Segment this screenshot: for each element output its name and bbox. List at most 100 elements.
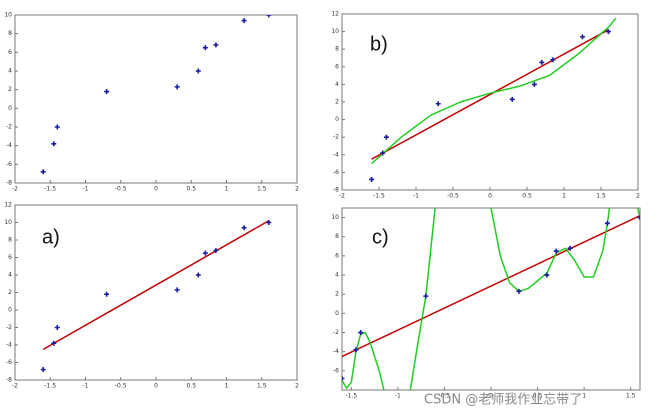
data-point: [40, 367, 46, 372]
plot-frame: [14, 14, 298, 184]
y-tick-label: 0: [335, 310, 339, 317]
panel: -1.5 -1 -0.5 0 0.5 1 1.5 -6 -4 -2 0 2 4 6 8 10 c): [331, 207, 641, 400]
y-tick-label: 6: [8, 49, 12, 56]
x-tick-label: 1.5: [257, 383, 267, 390]
data-point: [531, 81, 537, 87]
data-point: [380, 150, 386, 156]
data-point: [358, 330, 364, 336]
y-tick-label: 0: [8, 105, 12, 112]
fit-line: [42, 220, 270, 351]
fit-line: [342, 208, 640, 390]
x-tick-label: 2: [295, 383, 299, 390]
data-point: [54, 325, 60, 330]
x-tick-label: -1: [83, 186, 89, 193]
plot-area: [40, 15, 272, 175]
y-tick-label: -2: [6, 124, 12, 131]
data-point: [213, 42, 219, 48]
y-tick-label: 10: [4, 219, 12, 226]
plot-frame: [14, 204, 298, 381]
y-tick-label: 0: [8, 307, 12, 314]
data-point: [353, 347, 359, 353]
plot-area: [369, 17, 617, 182]
x-tick-label: -1: [83, 383, 89, 390]
plot-frame: [341, 13, 639, 191]
y-tick-label: 10: [4, 12, 12, 19]
x-tick-label: -0.5: [115, 186, 127, 193]
x-tick-label: -1.5: [373, 193, 385, 200]
x-tick-label: -1.5: [44, 186, 56, 193]
data-point: [637, 215, 640, 221]
data-point: [567, 245, 573, 251]
y-tick-label: -6: [333, 169, 339, 176]
data-point: [369, 176, 375, 182]
x-tick-label: 1: [225, 186, 229, 193]
y-tick-label: -4: [6, 342, 12, 349]
y-tick-label: 4: [8, 272, 12, 279]
y-tick-label: -4: [333, 151, 339, 158]
x-tick-label: 0.5: [186, 383, 196, 390]
data-point: [509, 96, 515, 102]
data-point: [104, 291, 110, 297]
y-tick-label: 0: [335, 116, 339, 123]
x-tick-label: -1: [395, 393, 401, 400]
panel-label: b): [370, 33, 388, 55]
x-tick-label: 0: [154, 383, 158, 390]
data-point: [516, 288, 522, 294]
x-tick-label: -2: [12, 186, 18, 193]
y-tick-label: 6: [8, 254, 12, 261]
x-tick-label: -1: [413, 193, 419, 200]
panel: -2 -1.5 -1 -0.5 0 0.5 1 1.5 2 -8 -6 -4 -2 0 2 4 6 8 10 12 a): [4, 202, 299, 390]
panel: -2 -1.5 -1 -0.5 0 0.5 1 1.5 2 -8 -6 -4 -2 0 2 4 6 8 10 12 b): [331, 11, 640, 200]
x-tick-label: -2: [12, 383, 18, 390]
plot-frame: [341, 207, 641, 391]
x-tick-label: -1.5: [44, 383, 56, 390]
x-tick-label: 1.5: [257, 186, 267, 193]
x-tick-label: 1.5: [596, 193, 606, 200]
data-point: [51, 141, 57, 147]
data-point: [539, 59, 545, 65]
x-tick-label: 1: [562, 193, 566, 200]
y-tick-label: 2: [8, 86, 12, 93]
y-tick-label: 8: [8, 237, 12, 244]
data-point: [202, 250, 208, 256]
y-tick-label: 4: [335, 272, 339, 279]
y-tick-label: 10: [331, 214, 339, 221]
fit-line: [342, 214, 640, 358]
y-tick-label: 8: [335, 46, 339, 53]
data-point: [544, 272, 550, 278]
data-point: [241, 18, 247, 24]
y-tick-label: -4: [333, 348, 339, 355]
panel: -2 -1.5 -1 -0.5 0 0.5 1 1.5 2 -8 -6 -4 -2 0 2 4 6 8 10: [4, 12, 299, 193]
plot-area: [342, 208, 640, 390]
data-point: [104, 89, 110, 95]
y-tick-label: -8: [333, 187, 339, 194]
y-tick-label: 12: [4, 202, 12, 209]
y-tick-label: 8: [8, 30, 12, 37]
y-tick-label: -4: [6, 142, 12, 149]
x-tick-label: 1: [225, 383, 229, 390]
data-point: [40, 169, 46, 175]
x-tick-label: 0: [488, 193, 492, 200]
data-point: [51, 340, 57, 346]
data-point: [423, 293, 429, 299]
data-point: [383, 134, 389, 140]
data-point: [580, 34, 585, 40]
x-tick-label: 1: [582, 393, 586, 400]
y-tick-label: 2: [335, 99, 339, 106]
y-tick-label: -6: [6, 359, 12, 366]
x-tick-label: -0.5: [447, 193, 459, 200]
x-tick-label: 0.5: [533, 393, 543, 400]
data-point: [213, 248, 219, 253]
data-point: [266, 15, 272, 18]
watermark: CSDN @老师我作业忘带了: [424, 393, 582, 408]
x-tick-label: 0: [489, 393, 493, 400]
data-point: [195, 68, 201, 74]
plot-area: [40, 220, 272, 372]
y-tick-label: -6: [333, 367, 339, 374]
x-tick-label: -0.5: [115, 383, 127, 390]
y-tick-label: 2: [8, 289, 12, 296]
data-point: [266, 220, 272, 225]
data-point: [553, 248, 559, 254]
y-tick-label: 6: [335, 252, 339, 259]
